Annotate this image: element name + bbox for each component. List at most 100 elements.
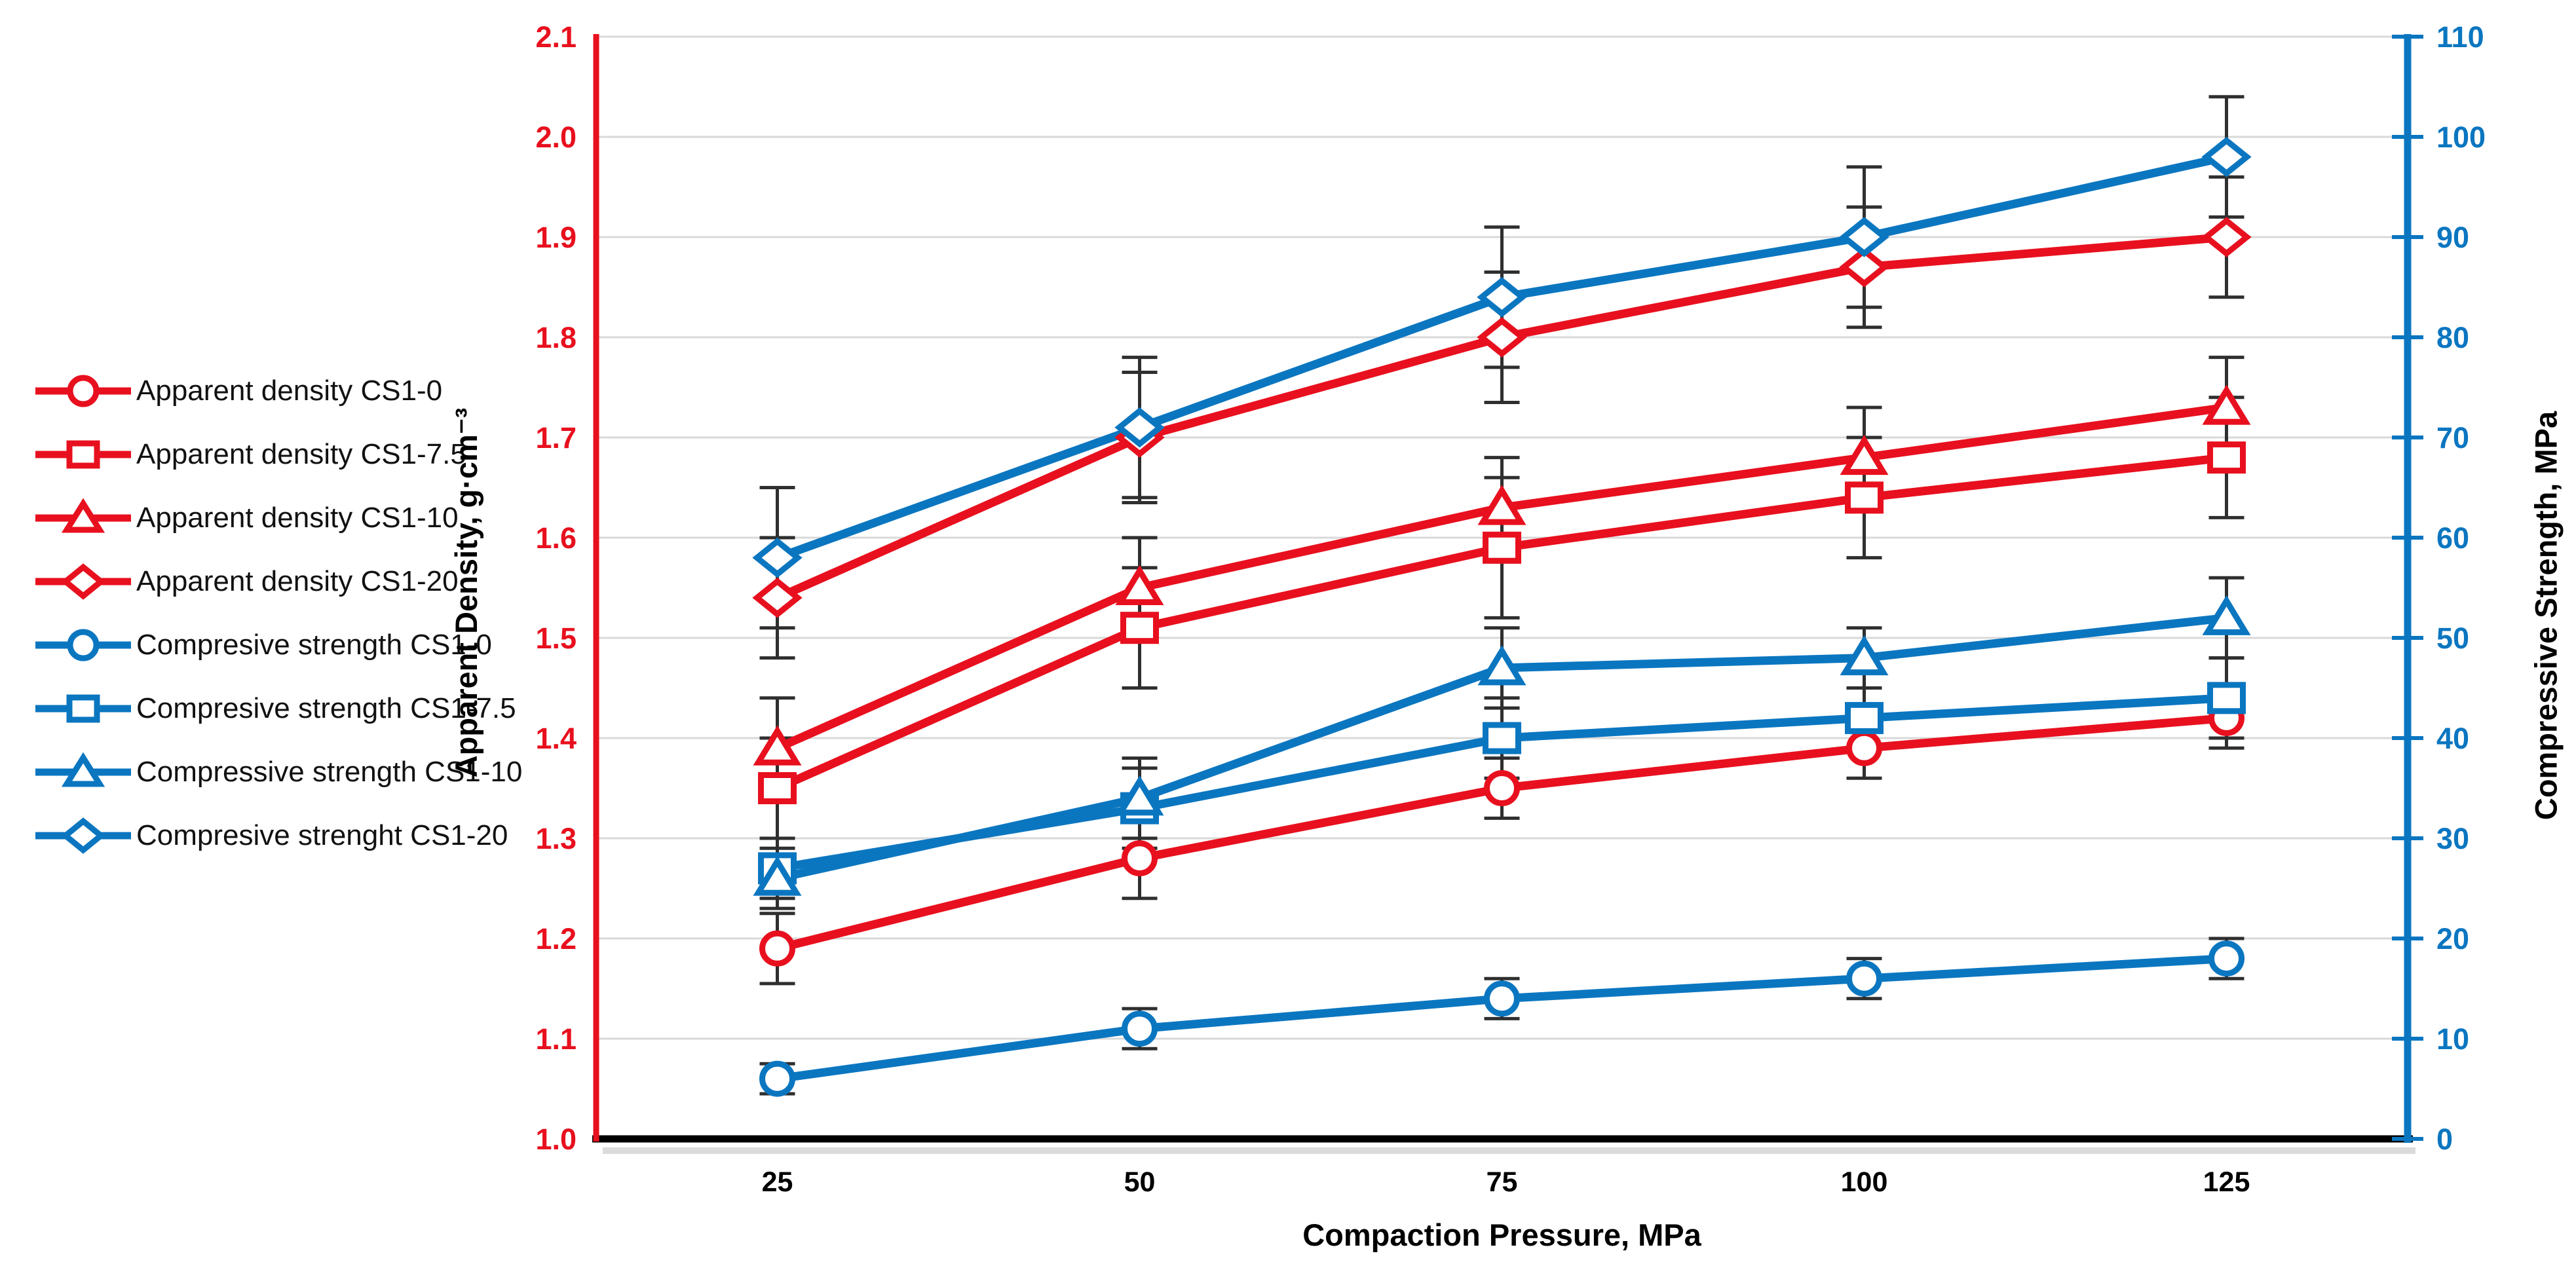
- x-axis-tick-label: 100: [1841, 1166, 1888, 1198]
- left-axis-tick-label: 2.1: [535, 20, 577, 54]
- legend-label: Compresive strength CS1-7.5: [136, 692, 516, 724]
- square-marker: [1845, 701, 1884, 734]
- diamond-icon: [60, 817, 106, 854]
- triangle-marker: [2202, 595, 2251, 635]
- left-axis-tick-label: 1.6: [535, 521, 577, 555]
- legend-marker-square: [35, 440, 131, 468]
- right-axis-tick-label: 10: [2436, 1022, 2469, 1056]
- circle-marker: [1846, 730, 1882, 766]
- diamond-marker: [1477, 317, 1527, 358]
- triangle-marker: [1477, 485, 1526, 525]
- square-marker: [758, 772, 797, 804]
- triangle-marker: [1115, 565, 1164, 605]
- diamond-marker: [1839, 217, 1889, 257]
- circle-marker: [1484, 770, 1520, 806]
- legend-marker-diamond: [35, 817, 131, 854]
- square-icon: [66, 694, 100, 722]
- legend-item: Apparent density CS1-10: [34, 486, 522, 549]
- triangle-icon: [61, 752, 105, 787]
- right-axis-tick-label: 90: [2436, 221, 2469, 254]
- legend-item: Apparent density CS1-20: [34, 549, 522, 613]
- legend-marker-circle: [35, 375, 131, 407]
- square-marker: [1483, 722, 1521, 754]
- circle-marker: [759, 1060, 795, 1097]
- legend-item: Compresive strenght CS1-20: [34, 804, 522, 867]
- square-marker: [2207, 682, 2246, 715]
- x-axis-tick-labels: 25 50 75 100 125: [762, 1166, 2250, 1198]
- triangle-icon: [61, 498, 105, 532]
- left-axis-tick-label: 1.4: [535, 722, 577, 755]
- x-axis-tick-label: 75: [1487, 1166, 1518, 1198]
- triangle-marker: [2202, 384, 2251, 425]
- legend-label: Compresive strenght CS1-20: [136, 819, 508, 851]
- diamond-marker: [752, 537, 803, 578]
- left-axis-tick-label: 1.7: [535, 421, 577, 455]
- series-markers-6: [753, 595, 2251, 896]
- diamond-marker: [1477, 277, 1527, 318]
- x-axis-title: Compaction Pressure, MPa: [1302, 1217, 1701, 1252]
- legend-item: Compressive strength CS1-10: [34, 740, 522, 804]
- series-markers-1: [758, 441, 2246, 804]
- right-axis-tick-label: 40: [2436, 722, 2469, 755]
- left-axis-tick-label: 1.3: [535, 822, 577, 855]
- left-axis-tick-label: 1.1: [535, 1022, 577, 1056]
- circle-marker: [2208, 940, 2245, 977]
- series-markers-4: [759, 940, 2245, 1097]
- legend-label: Apparent density CS1-20: [136, 565, 459, 597]
- diamond-marker: [2201, 136, 2252, 177]
- diamond-marker: [1114, 407, 1165, 448]
- right-axis-tick-label: 0: [2436, 1123, 2453, 1156]
- left-axis-tick-label: 1.0: [535, 1123, 577, 1156]
- legend-item: Apparent density CS1-7.5: [34, 422, 522, 486]
- legend-marker-square: [35, 694, 131, 722]
- legend-label: Apparent density CS1-7.5: [136, 437, 466, 470]
- circle-marker: [1122, 840, 1158, 877]
- left-axis-tick-label: 1.8: [535, 321, 577, 354]
- right-axis-tick-label: 20: [2436, 922, 2469, 956]
- square-marker: [1845, 481, 1884, 514]
- triangle-marker: [753, 725, 802, 766]
- series-markers-7: [752, 136, 2252, 578]
- triangle-marker: [1477, 645, 1526, 686]
- circle-marker: [1122, 1011, 1158, 1047]
- right-axis-tick-labels: 0 10 20 30 40 50 60 70 80 90 100 110: [2436, 20, 2486, 1156]
- legend-item: Compresive strength CS1-7.5: [34, 677, 522, 740]
- x-axis-tick-label: 125: [2203, 1166, 2250, 1198]
- circle-icon: [67, 375, 100, 407]
- circle-icon: [67, 629, 100, 661]
- right-axis-ticks: [2392, 35, 2423, 1141]
- legend-label: Compresive strength CS1-0: [136, 628, 492, 661]
- legend-label: Apparent density CS1-0: [136, 374, 443, 407]
- legend-marker-triangle: [35, 752, 131, 787]
- legend-marker-diamond: [35, 563, 131, 600]
- square-icon: [66, 440, 100, 468]
- left-axis-tick-label: 2.0: [535, 121, 577, 154]
- right-axis-tick-label: 60: [2436, 521, 2469, 555]
- x-axis-tick-label: 25: [762, 1166, 793, 1198]
- series-markers-2: [753, 384, 2251, 766]
- triangle-marker: [1840, 635, 1889, 676]
- x-axis-tick-label: 50: [1124, 1166, 1156, 1198]
- legend-marker-circle: [35, 629, 131, 661]
- diamond-marker: [2201, 217, 2252, 257]
- right-axis-tick-label: 70: [2436, 421, 2469, 455]
- right-axis-tick-label: 80: [2436, 321, 2469, 354]
- diamond-marker: [752, 578, 803, 618]
- right-axis-tick-label: 110: [2436, 20, 2484, 54]
- diamond-icon: [60, 563, 106, 600]
- triangle-marker: [753, 855, 802, 896]
- circle-marker: [1846, 960, 1882, 997]
- legend-label: Apparent density CS1-10: [136, 501, 459, 534]
- circle-marker: [759, 930, 795, 967]
- square-marker: [2207, 441, 2246, 474]
- left-axis-tick-label: 1.2: [535, 922, 577, 956]
- circle-marker: [1484, 980, 1520, 1017]
- legend-label: Compressive strength CS1-10: [136, 755, 523, 788]
- legend-item: Compresive strength CS1-0: [34, 613, 522, 677]
- right-axis-tick-label: 30: [2436, 822, 2469, 855]
- right-axis-tick-label: 100: [2436, 121, 2486, 154]
- legend-item: Apparent density CS1-0: [34, 359, 522, 422]
- legend-marker-triangle: [35, 498, 131, 532]
